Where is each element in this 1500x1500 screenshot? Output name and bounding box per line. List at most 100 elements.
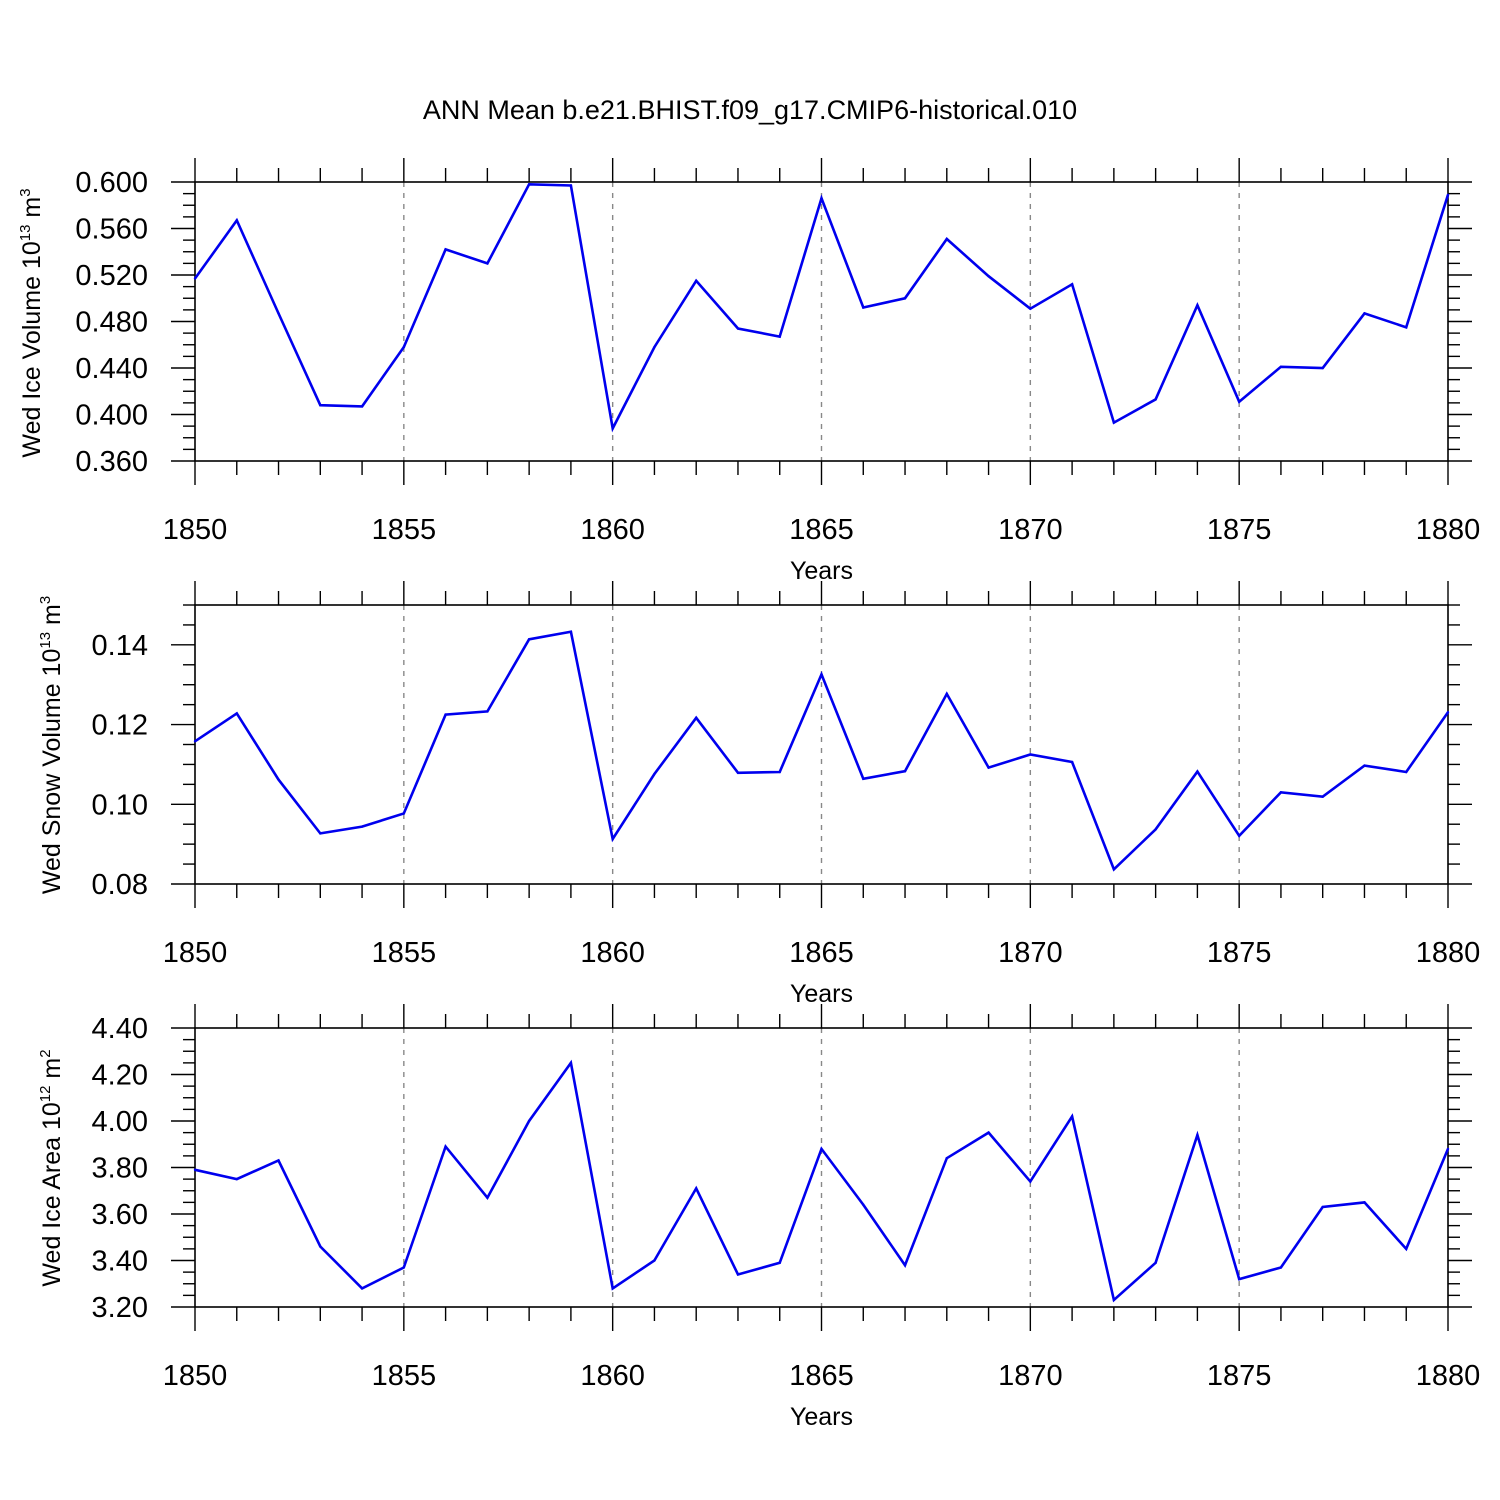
data-point (736, 1273, 740, 1276)
data-point (235, 712, 238, 715)
chart-title: ANN Mean b.e21.BHIST.f09_g17.CMIP6-histo… (423, 95, 1077, 125)
data-point (1363, 312, 1366, 315)
data-point (778, 1261, 781, 1265)
data-point (527, 638, 531, 641)
data-point (1446, 193, 1450, 196)
data-point (862, 777, 865, 780)
y-tick-label: 4.00 (92, 1106, 148, 1138)
data-point (1405, 326, 1408, 329)
y-tick-label: 0.600 (75, 167, 148, 199)
y-tick-label: 0.10 (92, 789, 148, 821)
y-tick-label: 0.08 (92, 869, 148, 901)
data-point (444, 713, 447, 716)
x-tick-label: 1880 (1416, 937, 1481, 969)
y-tick-label: 0.14 (92, 630, 148, 662)
x-tick-label: 1880 (1416, 1360, 1481, 1392)
y-tick-label: 0.560 (75, 214, 148, 246)
data-point (1405, 1247, 1408, 1251)
y-tick-label: 4.20 (92, 1060, 148, 1092)
data-point (1321, 1205, 1324, 1209)
data-point (611, 427, 614, 430)
x-tick-label: 1855 (372, 937, 437, 969)
data-point (319, 1245, 322, 1248)
y-tick-label: 4.40 (92, 1013, 148, 1045)
data-point (736, 327, 740, 330)
y-tick-label: 0.480 (75, 307, 148, 339)
data-point (1196, 770, 1199, 773)
data-point (360, 405, 364, 408)
data-point (1321, 795, 1324, 798)
data-point (987, 1131, 990, 1134)
y-tick-label: 3.60 (92, 1199, 148, 1231)
y-tick-label: 0.440 (75, 353, 148, 385)
data-point (277, 778, 280, 781)
plot-frame (194, 181, 1449, 462)
data-point (778, 335, 781, 338)
data-point (235, 219, 238, 222)
data-point (1112, 868, 1116, 871)
data-point (1196, 1133, 1199, 1137)
data-point (1446, 711, 1450, 714)
x-tick-label: 1860 (580, 1360, 645, 1392)
x-tick-label: 1870 (998, 937, 1063, 969)
data-point (1279, 791, 1283, 794)
x-tick-label: 1865 (789, 937, 854, 969)
data-point (486, 262, 489, 265)
data-point (820, 673, 823, 676)
plot-frame (194, 1027, 1449, 1308)
x-tick-label: 1860 (580, 937, 645, 969)
y-axis-title-text: m (18, 197, 46, 225)
data-point (402, 812, 406, 815)
data-point (903, 770, 907, 773)
y-axis-title-superscript: 13 (17, 225, 34, 242)
data-point (1070, 283, 1074, 286)
x-tick-label: 1855 (372, 1360, 437, 1392)
y-axis-title-text: Wed Ice Area 10 (38, 1102, 66, 1286)
data-point (1196, 304, 1199, 307)
x-tick-label: 1850 (163, 514, 228, 546)
y-axis-title-superscript: 2 (37, 1049, 54, 1057)
data-point (862, 306, 865, 309)
data-point (1279, 365, 1283, 369)
data-point (945, 1157, 948, 1160)
x-tick-label: 1870 (998, 1360, 1063, 1392)
data-point (1279, 1266, 1283, 1269)
data-point (1405, 770, 1408, 774)
data-point (653, 1259, 656, 1262)
x-tick-label: 1865 (789, 1360, 854, 1392)
data-point (360, 825, 364, 828)
x-tick-label: 1875 (1207, 1360, 1272, 1392)
data-point (903, 1263, 907, 1267)
x-axis-title: Years (790, 1403, 853, 1431)
x-tick-label: 1855 (372, 514, 437, 546)
data-point (736, 771, 740, 774)
data-point (402, 1266, 406, 1269)
data-point (1446, 1147, 1450, 1151)
x-tick-label: 1870 (998, 514, 1063, 546)
x-axis-title: Years (790, 557, 853, 585)
panel-3: 3.20 3.40 3.60 3.80 4.00 4.20 4.40 1850 1855 1860… (37, 1004, 1480, 1431)
data-point (193, 1168, 197, 1172)
data-point (193, 740, 197, 743)
data-point (862, 1203, 865, 1206)
data-point (235, 1177, 238, 1181)
data-point (569, 184, 573, 187)
data-point (486, 710, 489, 713)
data-point (820, 1147, 823, 1151)
y-tick-label: 3.40 (92, 1246, 148, 1278)
plot-frame (194, 604, 1449, 885)
y-axis-title: Wed Ice Area 1012 m2 (37, 1049, 66, 1286)
x-tick-label: 1850 (163, 1360, 228, 1392)
data-point (695, 279, 698, 283)
data-point (402, 345, 406, 349)
data-point (569, 1061, 573, 1065)
data-point (1029, 1180, 1032, 1183)
data-point (1029, 307, 1032, 310)
y-axis-title-superscript: 12 (37, 1086, 54, 1103)
data-point (1070, 760, 1074, 764)
data-point (1237, 1277, 1241, 1281)
data-point (695, 716, 698, 719)
y-axis-title: Wed Ice Volume 1013 m3 (17, 188, 46, 457)
y-axis-title-text: m (38, 604, 66, 632)
